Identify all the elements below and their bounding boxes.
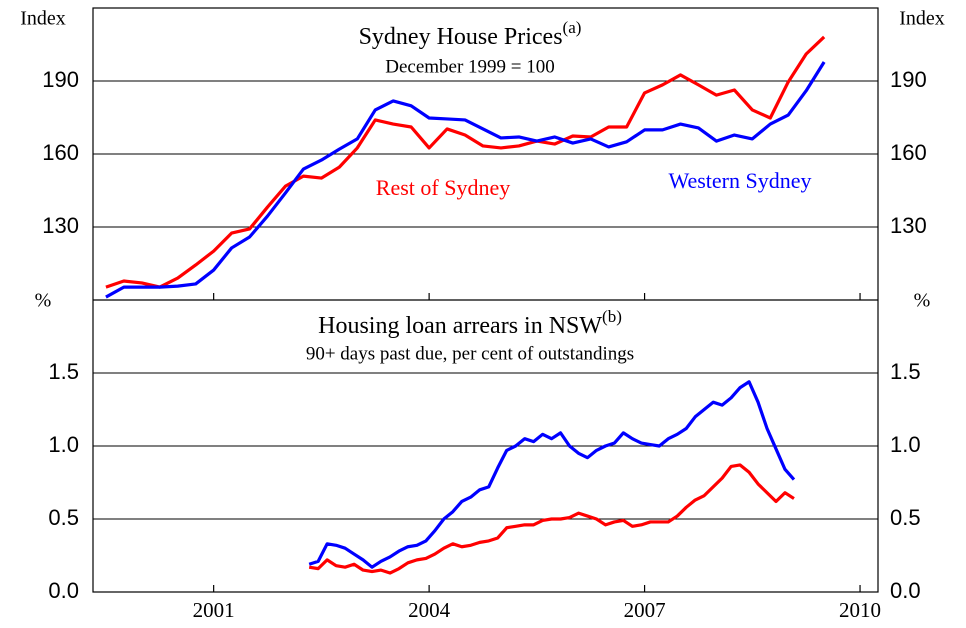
chart-title-note: (b): [602, 307, 622, 326]
chart-title: Sydney House Prices(a): [359, 18, 582, 50]
chart-title-note: (a): [563, 18, 582, 37]
chart-subtitle: 90+ days past due, per cent of outstandi…: [306, 343, 634, 364]
x-tick-label: 2007: [624, 598, 666, 622]
y2-tick-label: 1.0: [890, 432, 921, 457]
chart-subtitle: December 1999 = 100: [385, 56, 555, 77]
series-line: [308, 380, 796, 569]
x-tick-label: 2004: [408, 598, 451, 622]
y-tick-label: 190: [42, 67, 79, 92]
y-tick-label: 130: [42, 213, 79, 238]
series-line: [308, 463, 795, 575]
y-tick-label: 1.0: [48, 432, 79, 457]
y-axis-label: Index: [20, 8, 66, 30]
y2-tick-label: 0.5: [890, 505, 921, 530]
x-tick-label: 2010: [839, 598, 881, 622]
y-axis-label: %: [35, 290, 52, 312]
y-tick-label: 160: [42, 140, 79, 165]
y-tick-label: 0.0: [48, 578, 79, 603]
y-tick-label: 1.5: [48, 359, 79, 384]
y2-tick-label: 190: [890, 67, 927, 92]
chart-title: Housing loan arrears in NSW(b): [318, 307, 622, 339]
y2-axis-label: Index: [899, 8, 945, 30]
series-line: [105, 61, 826, 299]
chart-title-text: Housing loan arrears in NSW: [318, 313, 602, 339]
series-label: Rest of Sydney: [376, 175, 510, 200]
y2-tick-label: 1.5: [890, 359, 921, 384]
y2-tick-label: 130: [890, 213, 927, 238]
chart-title-text: Sydney House Prices: [359, 24, 563, 50]
series-label: Western Sydney: [668, 168, 811, 193]
series-line: [105, 35, 826, 289]
y2-tick-label: 0.0: [890, 578, 921, 603]
y-tick-label: 0.5: [48, 505, 79, 530]
y2-axis-label: %: [914, 290, 931, 312]
x-tick-label: 2001: [193, 598, 235, 622]
y2-tick-label: 160: [890, 140, 927, 165]
